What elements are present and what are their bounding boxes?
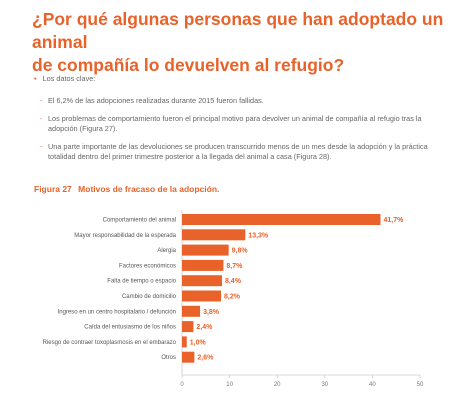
bar xyxy=(182,229,246,241)
bar xyxy=(182,259,224,271)
key-points-list: - El 6,2% de las adopciones realizadas d… xyxy=(40,96,440,170)
bar xyxy=(182,244,229,256)
bar xyxy=(182,336,187,348)
key-data-label: Los datos clave: xyxy=(42,74,96,83)
category-label: Cambio de domicilio xyxy=(122,294,177,300)
x-tick-label: 30 xyxy=(321,382,328,388)
data-label: 9,8% xyxy=(232,248,249,255)
list-item-text: Una parte importante de las devoluciones… xyxy=(48,141,428,162)
data-label: 8,4% xyxy=(225,278,242,285)
page-title: ¿Por qué algunas personas que han adopta… xyxy=(32,8,452,77)
bar xyxy=(182,351,195,363)
bar xyxy=(182,305,201,317)
title-line-2: de compañía lo devuelven al refugio? xyxy=(32,55,345,75)
category-label: Alergia xyxy=(157,248,176,254)
dash-icon: - xyxy=(40,96,43,105)
list-item-text: El 6,2% de las adopciones realizadas dur… xyxy=(48,96,264,105)
data-label: 8,2% xyxy=(224,294,241,301)
category-label: Factores económicos xyxy=(119,263,176,269)
category-label: Comportamiento del animal xyxy=(103,218,176,224)
data-label: 2,4% xyxy=(196,324,213,331)
key-data-intro: • Los datos clave: xyxy=(34,74,95,83)
x-tick-label: 10 xyxy=(226,382,233,388)
data-label: 41,7% xyxy=(383,217,404,224)
figure-label: Figura 27 xyxy=(34,184,72,194)
category-label: Caída del entusiasmo de los niños xyxy=(84,325,176,331)
dash-icon: - xyxy=(40,141,43,151)
category-label: Riesgo de contraer toxoplasmosis en el e… xyxy=(43,340,177,346)
title-line-1: ¿Por qué algunas personas que han adopta… xyxy=(32,9,444,52)
data-label: 1,0% xyxy=(190,339,207,346)
category-label: Mayor responsabilidad de la esperada xyxy=(74,233,176,239)
data-label: 3,8% xyxy=(203,309,220,316)
category-label: Falta de tiempo o espacio xyxy=(107,279,176,285)
bar xyxy=(182,321,194,333)
figure-caption: Figura 27 Motivos de fracaso de la adopc… xyxy=(34,184,219,194)
x-tick-label: 0 xyxy=(180,382,184,388)
bullet-icon: • xyxy=(34,74,37,83)
category-label: Ingreso en un centro hospitalario / defu… xyxy=(58,309,176,315)
bar-chart: Comportamiento del animal 41,7% Mayor resp… xyxy=(43,210,424,388)
bar xyxy=(182,290,222,302)
data-label: 8,7% xyxy=(226,263,243,270)
list-item: - Una parte importante de las devolucion… xyxy=(40,142,440,163)
x-tick-label: 50 xyxy=(417,382,424,388)
category-label: Otros xyxy=(161,355,176,361)
data-label: 2,6% xyxy=(197,355,214,362)
x-tick-label: 20 xyxy=(274,382,281,388)
data-label: 13,3% xyxy=(248,232,269,239)
bar xyxy=(182,214,381,225)
list-item: - El 6,2% de las adopciones realizadas d… xyxy=(40,96,440,107)
list-item-text: Los problemas de comportamiento fueron e… xyxy=(48,113,422,134)
figure-title: Motivos de fracaso de la adopción. xyxy=(78,184,220,194)
bar xyxy=(182,275,222,287)
x-tick-label: 40 xyxy=(369,382,376,388)
list-item: - Los problemas de comportamiento fueron… xyxy=(40,114,440,135)
dash-icon: - xyxy=(40,113,43,123)
